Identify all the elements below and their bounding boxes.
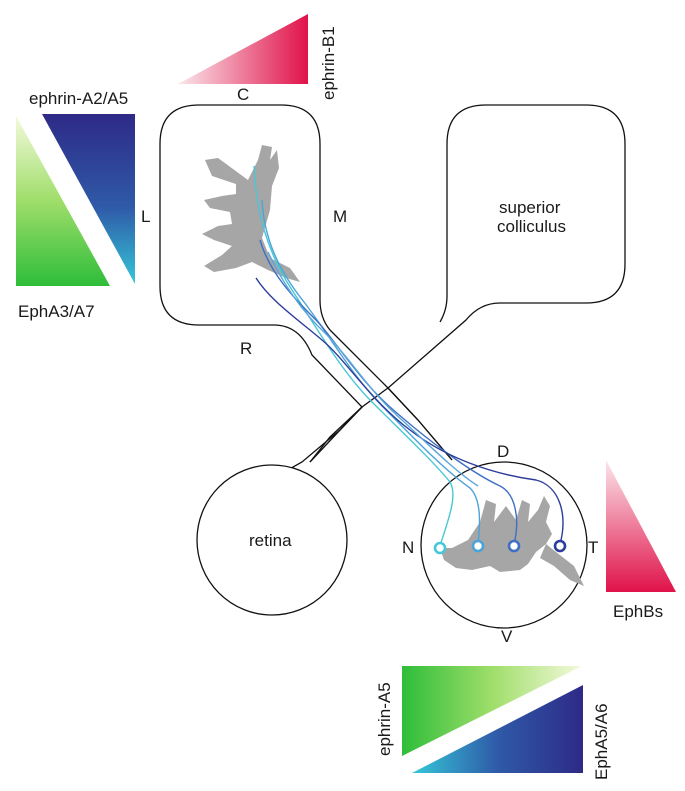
retinal-cell-nasal	[433, 541, 447, 555]
ephbs-label: EphBs	[613, 602, 663, 621]
retinal-cell-nasal-mid	[471, 539, 485, 553]
caudal-label: C	[237, 85, 249, 104]
left-eye-outline	[196, 464, 348, 616]
nasal-label: N	[402, 538, 414, 557]
medial-label: M	[333, 207, 347, 226]
right-colliculus-outline	[387, 104, 626, 389]
epha3-a7-label: EphA3/A7	[18, 302, 95, 321]
rostral-label: R	[240, 339, 252, 358]
ephrin-a2-a5-gradient	[42, 114, 135, 284]
retinal-cells	[433, 539, 567, 555]
ephrin-b1-label: ephrin-B1	[319, 26, 338, 100]
lateral-label: L	[141, 207, 150, 226]
axon-trajectories	[253, 165, 564, 547]
dorsal-label: D	[497, 442, 509, 461]
ephbs-gradient	[606, 460, 676, 592]
retinal-cell-temporal	[553, 539, 567, 553]
ventral-label: V	[501, 627, 513, 646]
temporal-label: T	[588, 538, 598, 557]
retinal-cell-temporal-mid	[507, 539, 521, 553]
epha5-a6-gradient	[412, 685, 583, 773]
ephrin-b1-gradient	[178, 14, 308, 84]
axon-nasal	[253, 165, 454, 547]
cat-silhouette-colliculus	[202, 145, 300, 282]
ephrin-a2-a5-label: ephrin-A2/A5	[29, 89, 128, 108]
ephrin-a5-gradient	[402, 666, 582, 756]
epha5-a6-label: EphA5/A6	[592, 703, 611, 780]
cat-silhouette-retina	[440, 496, 584, 586]
axon-extra-1	[267, 251, 479, 487]
ephrin-a5-label: ephrin-A5	[375, 682, 394, 756]
superior-colliculus-label-line2: colliculus	[497, 217, 566, 236]
retina-label: retina	[249, 531, 292, 550]
epha3-a7-gradient	[16, 116, 110, 286]
superior-colliculus-label-line1: superior	[499, 198, 561, 217]
axon-temporal	[255, 277, 564, 545]
